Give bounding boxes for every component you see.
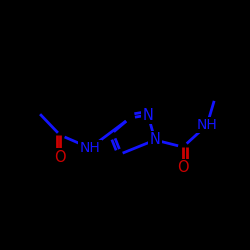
- Text: O: O: [177, 160, 189, 176]
- Text: O: O: [54, 150, 66, 164]
- Text: N: N: [142, 108, 154, 122]
- Text: NH: NH: [80, 141, 100, 155]
- Text: NH: NH: [196, 118, 218, 132]
- Text: N: N: [150, 132, 160, 148]
